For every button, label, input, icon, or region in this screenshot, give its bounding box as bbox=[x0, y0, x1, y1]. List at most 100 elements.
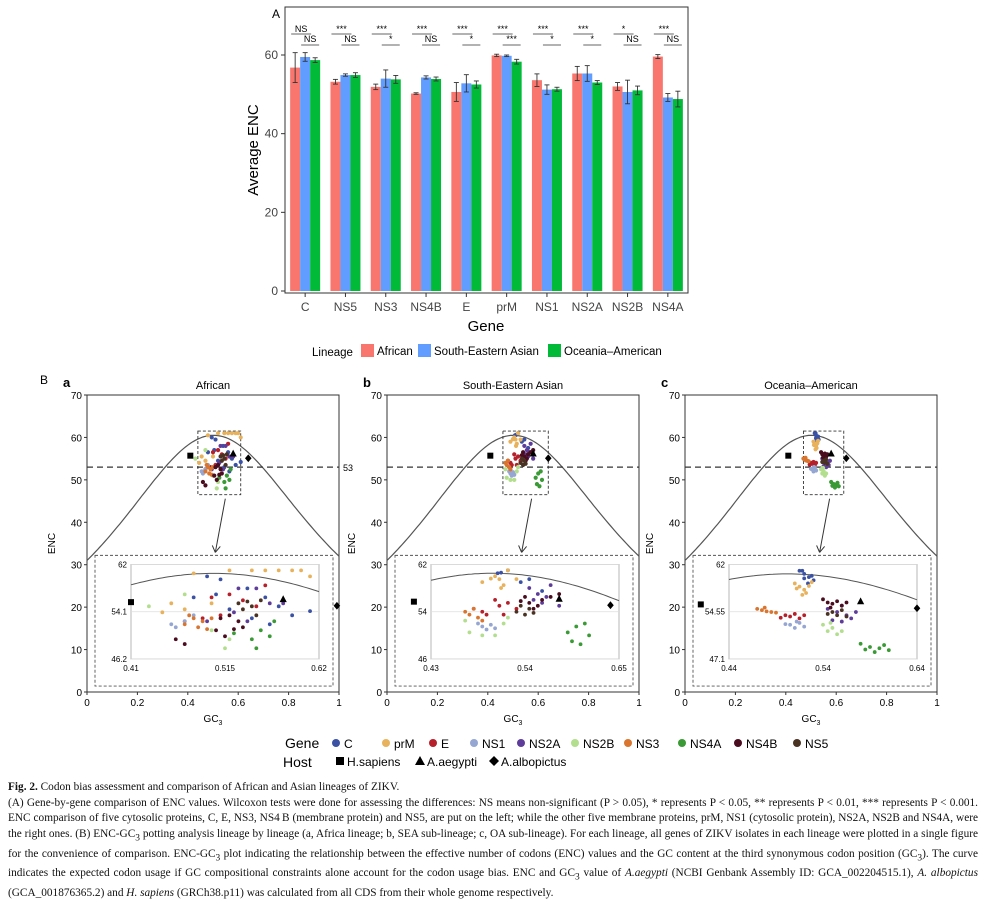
inset-point-NS4B bbox=[540, 597, 544, 602]
subplot-title: South-Eastern Asian bbox=[463, 380, 563, 392]
inset-point-E bbox=[218, 613, 223, 618]
sig-label-upper: *** bbox=[497, 24, 508, 34]
inset-point-E bbox=[514, 606, 519, 611]
bar-NS5-South-Eastern Asian bbox=[340, 75, 351, 291]
bar-E-African bbox=[451, 91, 462, 292]
inset-point-C bbox=[809, 573, 814, 578]
inset-point-E bbox=[788, 614, 792, 619]
y-tick-label: 20 bbox=[669, 603, 681, 614]
host-legend-title: Host bbox=[283, 754, 312, 770]
inset-point-NS4A bbox=[872, 650, 877, 654]
inset-point-NS5 bbox=[236, 601, 241, 606]
x-tick-label: NS1 bbox=[535, 300, 559, 314]
inset-point-prM bbox=[514, 577, 519, 582]
point-NS1 bbox=[199, 469, 204, 474]
x-tick-label: 0.8 bbox=[880, 698, 894, 709]
inset-point-NS3 bbox=[476, 615, 480, 620]
bar-NS2B-African bbox=[612, 86, 623, 291]
point-prM bbox=[226, 431, 231, 436]
inset-point-NS4A bbox=[877, 646, 882, 651]
legend-gene-dot-NS5 bbox=[793, 739, 801, 747]
sig-label-upper: *** bbox=[336, 24, 347, 34]
point-prM bbox=[515, 431, 521, 436]
caption-albopictus: A. albopictus bbox=[917, 867, 978, 880]
inset-point-NS4B bbox=[518, 599, 523, 603]
inset-point-NS4A bbox=[267, 634, 272, 639]
inset-point-prM bbox=[501, 583, 506, 587]
bar-NS3-Oceania–American bbox=[390, 79, 401, 292]
point-NS5 bbox=[220, 453, 226, 458]
inset-expected-curve bbox=[130, 572, 320, 593]
caption-sub-4: 3 bbox=[575, 872, 580, 883]
host-A.albopictus bbox=[544, 454, 552, 463]
inset-point-NS4B bbox=[844, 600, 849, 605]
inset-point-NS2A bbox=[535, 592, 540, 596]
y-tick-label: 70 bbox=[669, 391, 681, 402]
caption-text-2: potting analysis lineage by lineage (a, … bbox=[8, 827, 978, 860]
point-NS2A bbox=[528, 441, 533, 446]
legend-host-A.aegypti bbox=[415, 756, 425, 765]
inset-x-tick-label: 0.43 bbox=[423, 664, 439, 673]
inset-point-NS1 bbox=[476, 621, 480, 626]
y-tick-label: 60 bbox=[371, 433, 383, 444]
x-tick-label: 1 bbox=[934, 698, 940, 709]
inset-point-prM bbox=[299, 568, 303, 573]
x-tick-label: 1 bbox=[636, 698, 642, 709]
point-prM bbox=[205, 433, 211, 438]
inset-point-NS1 bbox=[783, 622, 788, 627]
y-axis-label: ENC bbox=[347, 533, 358, 554]
y-tick-label: 40 bbox=[265, 127, 279, 141]
inset-point-NS2B bbox=[835, 632, 839, 637]
inset-point-C bbox=[218, 577, 223, 582]
inset-point-NS2B bbox=[480, 633, 485, 638]
bar-E-South-Eastern Asian bbox=[461, 83, 472, 291]
inset-point-NS4B bbox=[223, 634, 227, 639]
inset-point-NS4B bbox=[557, 592, 562, 596]
y-axis-label: ENC bbox=[645, 533, 656, 554]
point-NS4A bbox=[534, 482, 540, 487]
inset-x-tick-label: 0.44 bbox=[721, 664, 737, 673]
sig-label-upper: *** bbox=[659, 24, 670, 34]
inset-point-NS5 bbox=[835, 613, 839, 618]
legend-title: Lineage bbox=[312, 347, 353, 359]
inset-point-NS1 bbox=[792, 626, 797, 630]
host-H.sapiens bbox=[487, 452, 494, 459]
point-NS3 bbox=[806, 459, 811, 464]
host-A.albopictus bbox=[842, 454, 850, 463]
inset-point-NS3 bbox=[209, 616, 214, 621]
bar-NS3-African bbox=[370, 86, 381, 291]
caption-sub-2: 3 bbox=[215, 852, 221, 863]
inset-point-NS5 bbox=[825, 612, 830, 616]
inset-point-NS4B bbox=[527, 600, 532, 605]
zoom-arrow bbox=[819, 498, 831, 553]
sig-label-lower: * bbox=[470, 34, 474, 44]
point-NS4A bbox=[538, 469, 543, 474]
y-tick-label: 30 bbox=[71, 561, 83, 572]
inset-point-NS4B bbox=[173, 637, 178, 642]
inset-x-tick-label: 0.515 bbox=[215, 664, 236, 673]
inset-point-C bbox=[249, 616, 254, 621]
legend-host-A.albopictus bbox=[489, 756, 499, 766]
x-axis-label: GC3 bbox=[504, 714, 523, 727]
subplot-label: b bbox=[363, 375, 371, 390]
expected-enc-curve bbox=[86, 434, 340, 561]
point-NS4A bbox=[539, 477, 545, 482]
inset-point-NS4A bbox=[254, 646, 259, 651]
y-tick-label: 20 bbox=[265, 205, 279, 219]
inset-host-A.aegypti bbox=[279, 595, 287, 603]
point-E bbox=[210, 450, 216, 455]
bar-NS5-African bbox=[330, 81, 341, 291]
inset-x-tick-label: 0.54 bbox=[517, 664, 533, 673]
inset-point-E bbox=[493, 597, 497, 602]
y-tick-label: 30 bbox=[669, 561, 681, 572]
inset-point-NS4B bbox=[548, 595, 553, 599]
inset-point-E bbox=[241, 598, 245, 603]
bar-NS2B-South-Eastern Asian bbox=[622, 91, 633, 292]
inset-point-NS5 bbox=[518, 603, 523, 608]
point-NS5 bbox=[820, 459, 825, 465]
x-tick-label: NS2A bbox=[572, 300, 603, 314]
inset-point-NS2B bbox=[839, 629, 844, 634]
y-tick-label: 10 bbox=[669, 646, 681, 657]
point-NS3 bbox=[508, 467, 513, 472]
legend-gene-dot-NS4B bbox=[734, 739, 742, 747]
